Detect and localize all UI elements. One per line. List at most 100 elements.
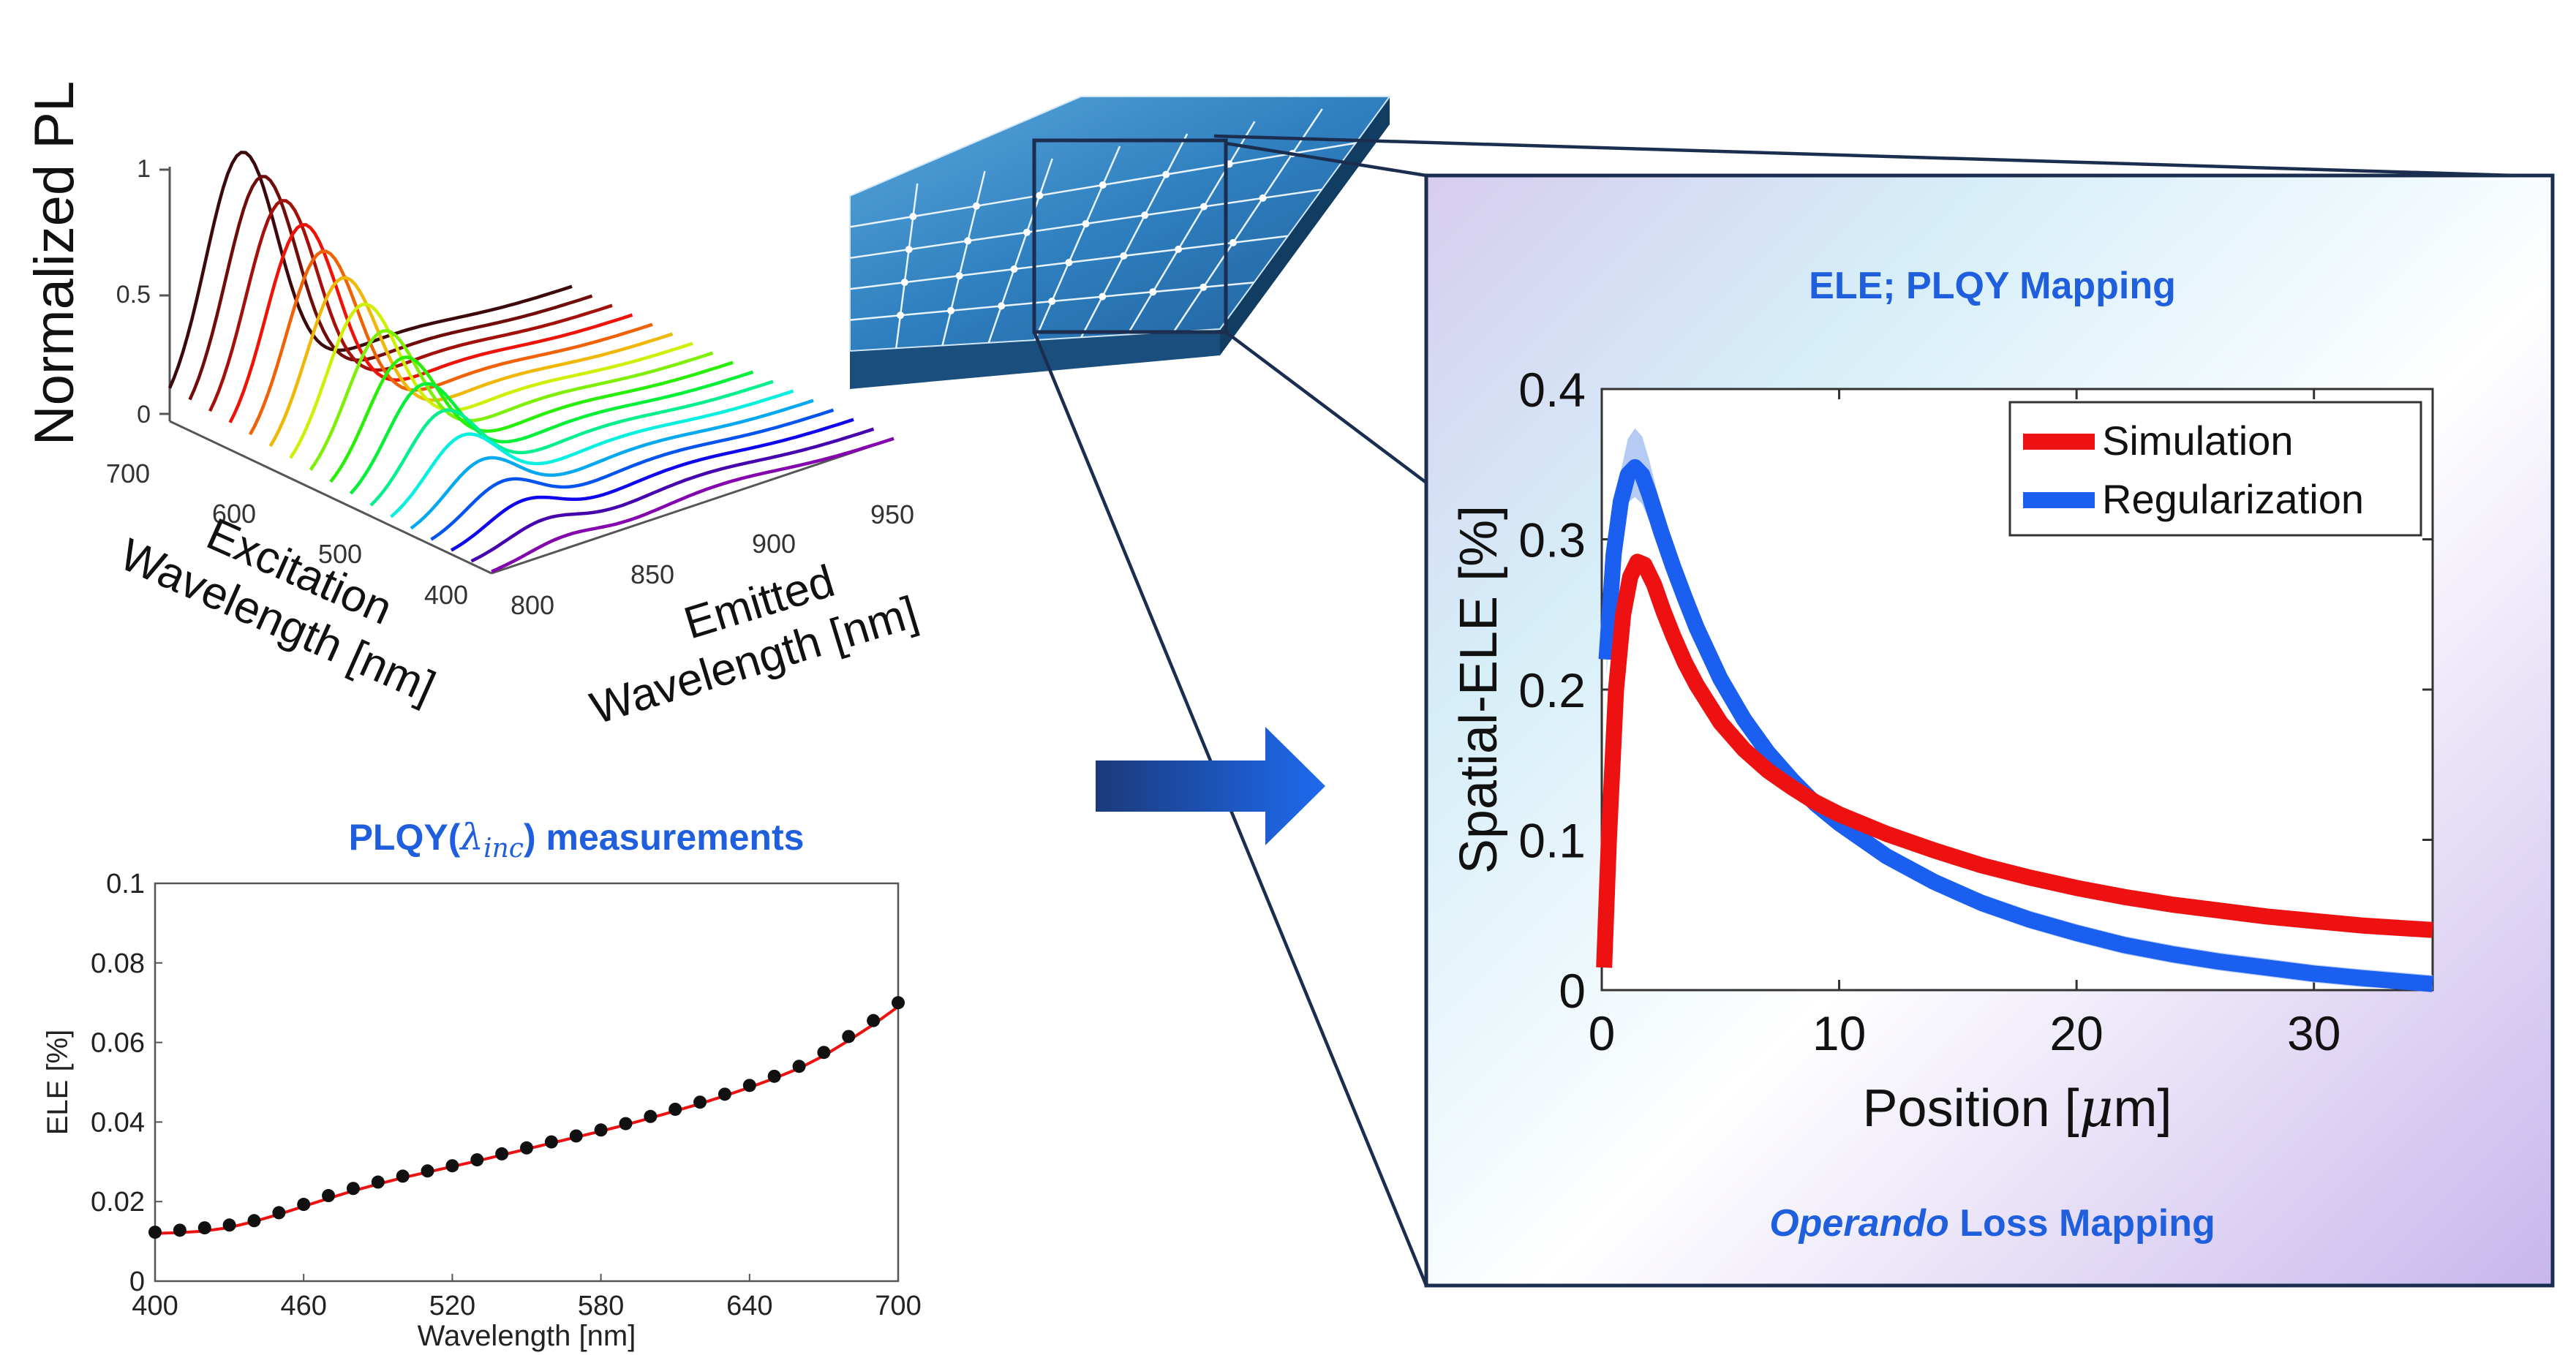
pv-grid-node (1200, 203, 1208, 211)
plqy-point (792, 1060, 806, 1073)
pl-exc-tick-700: 700 (106, 458, 150, 488)
plqy-ylabel: ELE [%] (42, 1030, 74, 1136)
plqy-point (817, 1046, 831, 1060)
pv-grid-node (1141, 211, 1149, 219)
ele-xtick-label: 20 (2049, 1006, 2103, 1060)
pl-emit-tick-800: 800 (511, 590, 554, 620)
ele-panel-footer: Operando Loss Mapping (1769, 1202, 2215, 1245)
pl-curve-exc-588 (289, 302, 693, 459)
plqy-point (272, 1206, 286, 1220)
plqy-ytick-label: 0.1 (106, 869, 145, 899)
pl-emit-tick-950: 950 (870, 499, 914, 529)
pl-axes-frame (159, 167, 895, 575)
ele-legend-box (2008, 401, 2422, 537)
pl-exc-tick-500: 500 (318, 539, 362, 569)
pl-emit-tick-850: 850 (630, 559, 674, 589)
plqy-point (470, 1153, 484, 1167)
plqy-point (644, 1109, 658, 1123)
plqy-ytick-label: 0.06 (91, 1028, 145, 1059)
plqy-point (346, 1182, 360, 1196)
plqy-xtick-label: 400 (132, 1291, 178, 1321)
plqy-axes-box (154, 882, 900, 1283)
simulation-line (1596, 554, 2433, 968)
plqy-series (148, 996, 905, 1239)
plqy-point (247, 1214, 261, 1228)
pv-grid-node (1099, 292, 1107, 301)
plqy-ytick-label: 0.04 (91, 1107, 145, 1138)
pv-grid-node (909, 213, 917, 221)
pl-curve-exc-438 (450, 418, 854, 552)
ele-ylabel: Spatial-ELE [%] (1450, 505, 1508, 874)
plqy-point (222, 1218, 236, 1232)
pv-grid-node (964, 237, 972, 245)
ele-ytick-label: 0.2 (1518, 663, 1586, 717)
pl-emit-tick-900: 900 (752, 529, 796, 559)
pv-grid-node (1259, 194, 1267, 202)
plqy-ytick-label: 0.08 (91, 948, 145, 979)
ele-ticks: 0 10 20 30 0 0.1 0.2 0.3 0.4 (1518, 363, 2433, 1060)
ele-xtick-label: 30 (2287, 1006, 2340, 1060)
pv-grid-node (900, 279, 908, 287)
pv-grid-line (1172, 108, 1323, 333)
plqy-point (445, 1159, 459, 1173)
plqy-xtick-label: 580 (578, 1291, 624, 1321)
ele-xtick-label: 0 (1589, 1006, 1616, 1060)
pv-grid-line (1126, 121, 1256, 336)
ele-ytick-label: 0.1 (1518, 814, 1586, 868)
pl-3d-plot: 0 0.5 1 Normalized PL 700 600 500 400 80… (23, 81, 923, 734)
pl-curve-exc-456 (430, 408, 835, 541)
ele-legend: Simulation Regularization (2008, 401, 2422, 537)
plqy-point (718, 1087, 731, 1101)
ele-ytick-label: 0.3 (1518, 513, 1586, 567)
pl-curve-exc-400 (491, 437, 895, 573)
plqy-point (173, 1223, 187, 1237)
plqy-xtick-label: 460 (280, 1291, 326, 1321)
plqy-point (594, 1123, 608, 1137)
plqy-xtick-label: 640 (726, 1291, 772, 1321)
pv-grid-line (1033, 146, 1121, 341)
pl-curve-exc-494 (390, 389, 794, 518)
pl-curve-exc-513 (369, 380, 774, 507)
pl-z-axis-label: Normalized PL (23, 81, 86, 445)
plqy-point (322, 1189, 336, 1203)
plqy-point (619, 1117, 633, 1131)
plqy-ytick-label: 0.02 (91, 1187, 145, 1218)
plqy-point (742, 1079, 756, 1092)
solar-panel-grid (849, 108, 1356, 349)
pv-grid-node (1149, 288, 1157, 296)
pl-curve-exc-663 (208, 199, 613, 412)
ele-ytick-label: 0 (1559, 964, 1586, 1018)
pl-curve-exc-419 (470, 427, 875, 563)
ele-mapping-panel: ELE; PLQY Mapping Operando Loss Mapping … (1424, 173, 2555, 1288)
plqy-xtick-label: 700 (875, 1291, 921, 1321)
pl-curve-exc-625 (249, 249, 653, 436)
ele-panel-title: ELE; PLQY Mapping (1809, 265, 2176, 307)
pl-curve-exc-644 (228, 223, 633, 423)
plqy-point (669, 1102, 682, 1116)
ele-xtick-label: 10 (1812, 1006, 1866, 1060)
legend-label-regularization: Regularization (2102, 476, 2364, 522)
plqy-point (396, 1169, 410, 1183)
pv-grid-node (1036, 192, 1044, 200)
pv-grid-node (1099, 181, 1107, 189)
plqy-point (842, 1030, 856, 1043)
plqy-ytick-label: 0 (129, 1267, 145, 1297)
pv-grid-node (1065, 259, 1073, 266)
pl-z-tick-0.5: 0.5 (116, 281, 151, 309)
pl-curve-exc-681 (188, 175, 593, 401)
pl-z-tick-0: 0 (137, 401, 151, 429)
plqy-point (544, 1135, 558, 1149)
solar-panel-illustration (849, 96, 1391, 389)
plqy-point (520, 1141, 533, 1155)
plqy-point (371, 1175, 385, 1189)
pl-curve-exc-475 (410, 399, 814, 530)
pv-grid-node (1175, 245, 1183, 253)
pv-grid-node (1082, 220, 1090, 227)
plqy-ticks: 400 460 520 580 640 700 0 0.02 0.04 0.06 0.08 0.1 (91, 869, 922, 1321)
pv-grid-node (1229, 238, 1237, 246)
pv-grid-node (897, 312, 905, 320)
pv-grid-node (947, 306, 955, 314)
pv-grid-node (1048, 298, 1056, 305)
pv-grid-line (987, 158, 1053, 344)
pv-grid-line (941, 170, 986, 346)
